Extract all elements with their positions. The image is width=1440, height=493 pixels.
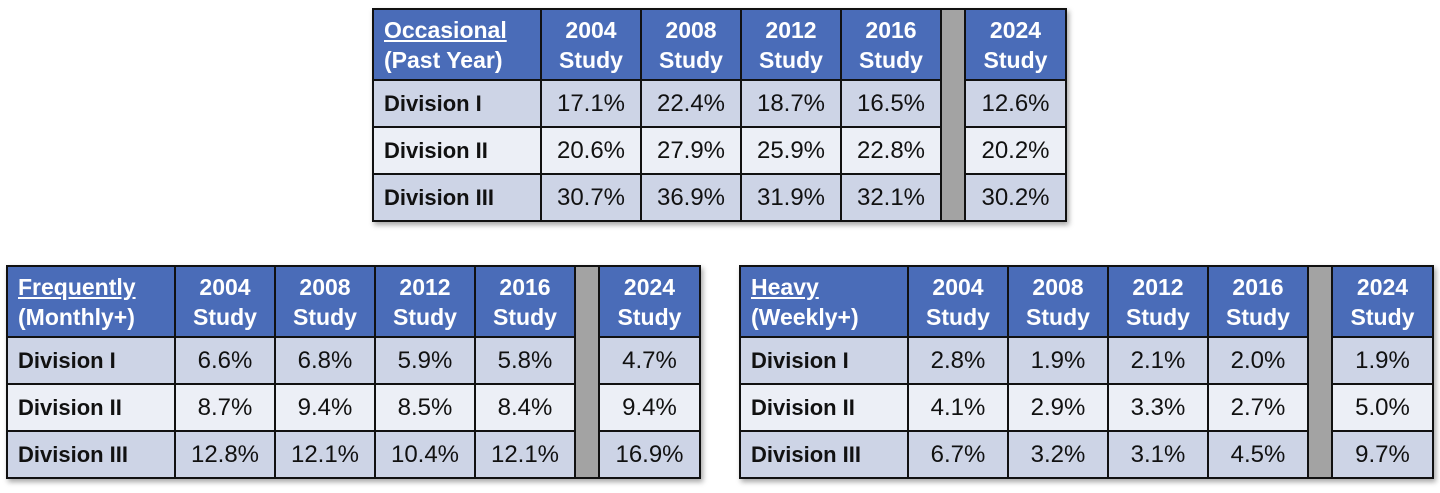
table-cell: 31.9% bbox=[740, 173, 842, 222]
table-cell: 12.1% bbox=[274, 430, 376, 479]
column-header-2024: 2024 Study bbox=[598, 265, 701, 338]
row-label: Division II bbox=[6, 383, 176, 432]
table-cell: 2.9% bbox=[1007, 383, 1109, 432]
table-cell: 8.5% bbox=[374, 383, 476, 432]
column-header-2008: 2008 Study bbox=[640, 8, 742, 81]
table-row: Division III 30.7% 36.9% 31.9% 32.1% 30.… bbox=[372, 173, 1067, 222]
table-cell: 17.1% bbox=[540, 79, 642, 128]
table-caption: Heavy (Weekly+) bbox=[739, 265, 909, 338]
frequently-table: Frequently (Monthly+) 2004 Study 2008 Study… bbox=[6, 265, 701, 479]
table-cell: 27.9% bbox=[640, 126, 742, 175]
table-cell: 12.1% bbox=[474, 430, 576, 479]
row-label: Division II bbox=[739, 383, 909, 432]
table-cell: 16.9% bbox=[598, 430, 701, 479]
header-row: Frequently (Monthly+) 2004 Study 2008 Study… bbox=[6, 265, 701, 479]
table-row: Division I 2.8% 1.9% 2.1% 2.0% 1.9% bbox=[739, 336, 1434, 385]
table-cell: 30.2% bbox=[964, 173, 1067, 222]
table-title: Heavy bbox=[751, 273, 819, 300]
table-cell: 25.9% bbox=[740, 126, 842, 175]
table-row: Division I 17.1% 22.4% 18.7% 16.5% 12.6% bbox=[372, 79, 1067, 128]
table-caption: Occasional (Past Year) bbox=[372, 8, 542, 81]
table-cell: 9.4% bbox=[274, 383, 376, 432]
table-cell: 22.8% bbox=[840, 126, 942, 175]
table-cell: 2.0% bbox=[1207, 336, 1309, 385]
column-header-2024: 2024 Study bbox=[964, 8, 1067, 81]
table-cell: 1.9% bbox=[1007, 336, 1109, 385]
table-cell: 3.2% bbox=[1007, 430, 1109, 479]
column-separator bbox=[940, 8, 966, 222]
header-row: Heavy (Weekly+) 2004 Study 2008 Study 2012 S… bbox=[739, 265, 1434, 479]
column-header-2016: 2016 Study bbox=[1207, 265, 1309, 338]
table-row: Division II 8.7% 9.4% 8.5% 8.4% 9.4% bbox=[6, 383, 701, 432]
column-header-2008: 2008 Study bbox=[274, 265, 376, 338]
table-cell: 16.5% bbox=[840, 79, 942, 128]
heavy-table: Heavy (Weekly+) 2004 Study 2008 Study 2012 S… bbox=[739, 265, 1434, 479]
table-cell: 6.6% bbox=[174, 336, 276, 385]
row-label: Division III bbox=[372, 173, 542, 222]
table-cell: 18.7% bbox=[740, 79, 842, 128]
column-separator bbox=[574, 265, 600, 479]
table-row: Division II 4.1% 2.9% 3.3% 2.7% 5.0% bbox=[739, 383, 1434, 432]
row-label: Division I bbox=[6, 336, 176, 385]
table-cell: 12.8% bbox=[174, 430, 276, 479]
table-cell: 32.1% bbox=[840, 173, 942, 222]
table-title: Occasional bbox=[384, 16, 507, 43]
table-cell: 1.9% bbox=[1331, 336, 1434, 385]
table-cell: 3.3% bbox=[1107, 383, 1209, 432]
table-cell: 5.9% bbox=[374, 336, 476, 385]
table-cell: 8.7% bbox=[174, 383, 276, 432]
table-subtitle: (Monthly+) bbox=[18, 303, 135, 330]
column-header-2012: 2012 Study bbox=[1107, 265, 1209, 338]
column-header-2012: 2012 Study bbox=[740, 8, 842, 81]
table-cell: 9.4% bbox=[598, 383, 701, 432]
table-title: Frequently bbox=[18, 273, 136, 300]
table-row: Division I 6.6% 6.8% 5.9% 5.8% 4.7% bbox=[6, 336, 701, 385]
table-cell: 2.1% bbox=[1107, 336, 1209, 385]
row-label: Division I bbox=[739, 336, 909, 385]
table-cell: 22.4% bbox=[640, 79, 742, 128]
table-cell: 20.6% bbox=[540, 126, 642, 175]
table-cell: 9.7% bbox=[1331, 430, 1434, 479]
column-header-2008: 2008 Study bbox=[1007, 265, 1109, 338]
row-label: Division II bbox=[372, 126, 542, 175]
table-cell: 20.2% bbox=[964, 126, 1067, 175]
column-header-2004: 2004 Study bbox=[540, 8, 642, 81]
table-caption: Frequently (Monthly+) bbox=[6, 265, 176, 338]
column-header-2016: 2016 Study bbox=[840, 8, 942, 81]
table-subtitle: (Past Year) bbox=[384, 46, 503, 73]
table-cell: 36.9% bbox=[640, 173, 742, 222]
table-cell: 12.6% bbox=[964, 79, 1067, 128]
table-cell: 6.8% bbox=[274, 336, 376, 385]
table-row: Division III 6.7% 3.2% 3.1% 4.5% 9.7% bbox=[739, 430, 1434, 479]
column-header-2024: 2024 Study bbox=[1331, 265, 1434, 338]
table-cell: 2.8% bbox=[907, 336, 1009, 385]
column-header-2016: 2016 Study bbox=[474, 265, 576, 338]
table-cell: 8.4% bbox=[474, 383, 576, 432]
row-label: Division III bbox=[6, 430, 176, 479]
table-cell: 4.7% bbox=[598, 336, 701, 385]
table-cell: 5.0% bbox=[1331, 383, 1434, 432]
table-cell: 30.7% bbox=[540, 173, 642, 222]
column-separator bbox=[1307, 265, 1333, 479]
header-row: Occasional (Past Year) 2004 Study 2008 Stud… bbox=[372, 8, 1067, 222]
table-cell: 10.4% bbox=[374, 430, 476, 479]
table-cell: 4.1% bbox=[907, 383, 1009, 432]
column-header-2004: 2004 Study bbox=[907, 265, 1009, 338]
row-label: Division I bbox=[372, 79, 542, 128]
occasional-table: Occasional (Past Year) 2004 Study 2008 Stud… bbox=[372, 8, 1067, 222]
table-cell: 5.8% bbox=[474, 336, 576, 385]
table-cell: 3.1% bbox=[1107, 430, 1209, 479]
table-cell: 6.7% bbox=[907, 430, 1009, 479]
table-cell: 2.7% bbox=[1207, 383, 1309, 432]
table-subtitle: (Weekly+) bbox=[751, 303, 859, 330]
row-label: Division III bbox=[739, 430, 909, 479]
table-row: Division II 20.6% 27.9% 25.9% 22.8% 20.2… bbox=[372, 126, 1067, 175]
table-row: Division III 12.8% 12.1% 10.4% 12.1% 16.… bbox=[6, 430, 701, 479]
column-header-2012: 2012 Study bbox=[374, 265, 476, 338]
table-cell: 4.5% bbox=[1207, 430, 1309, 479]
column-header-2004: 2004 Study bbox=[174, 265, 276, 338]
